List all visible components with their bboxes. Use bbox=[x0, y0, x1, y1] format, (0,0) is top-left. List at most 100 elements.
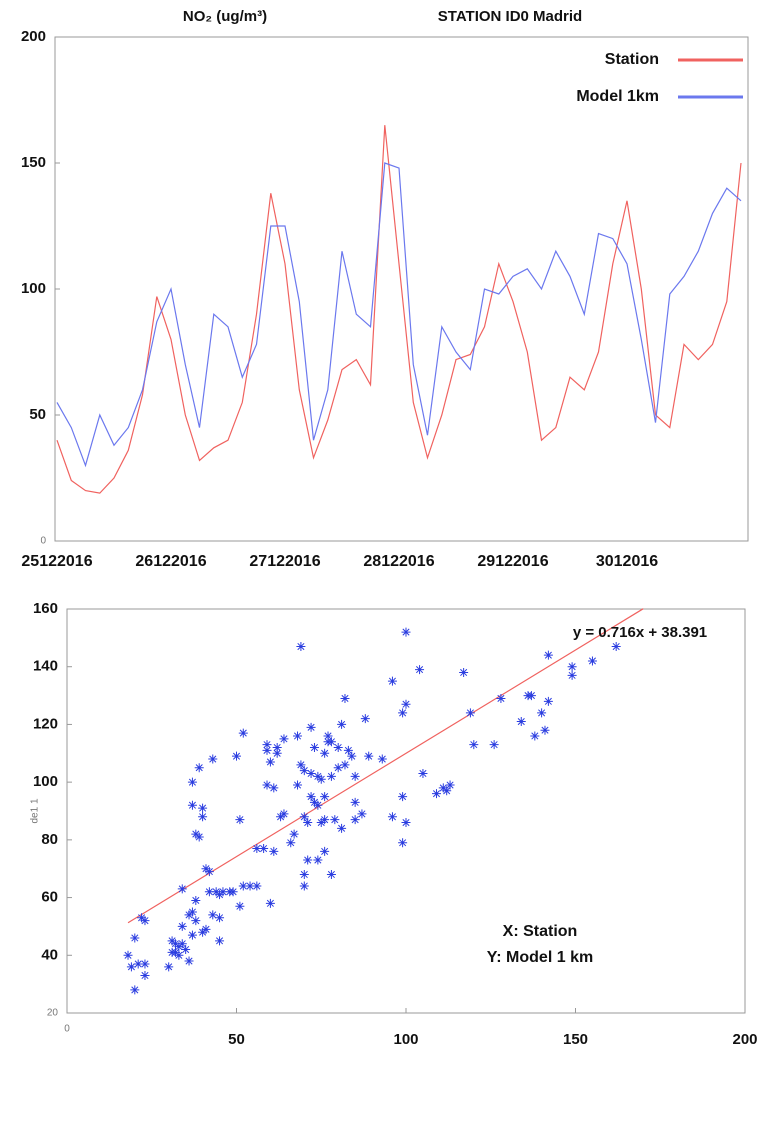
data-point bbox=[130, 933, 140, 943]
data-point bbox=[313, 800, 323, 810]
data-point bbox=[313, 855, 323, 865]
data-point bbox=[401, 699, 411, 709]
data-point bbox=[293, 731, 303, 741]
data-point bbox=[537, 708, 547, 718]
data-point bbox=[259, 844, 269, 854]
data-point bbox=[272, 748, 282, 758]
data-point bbox=[279, 809, 289, 819]
data-point bbox=[296, 760, 306, 770]
data-point bbox=[289, 829, 299, 839]
data-point bbox=[364, 751, 374, 761]
data-point bbox=[238, 881, 248, 891]
y-tick-label: 20 bbox=[47, 1008, 59, 1019]
data-point bbox=[252, 844, 262, 854]
data-point bbox=[238, 728, 248, 738]
data-point bbox=[299, 812, 309, 822]
data-point bbox=[286, 838, 296, 848]
data-point bbox=[177, 884, 187, 894]
data-point bbox=[333, 763, 343, 773]
data-point bbox=[306, 768, 316, 778]
data-point bbox=[174, 950, 184, 960]
data-point bbox=[350, 771, 360, 781]
data-point bbox=[530, 731, 540, 741]
data-point bbox=[269, 846, 279, 856]
data-point bbox=[140, 916, 150, 926]
data-point bbox=[201, 924, 211, 934]
data-point bbox=[330, 815, 340, 825]
data-point bbox=[316, 774, 326, 784]
data-point bbox=[269, 783, 279, 793]
y-tick-label: 150 bbox=[21, 154, 46, 171]
data-point bbox=[320, 815, 330, 825]
data-point bbox=[262, 740, 272, 750]
data-point bbox=[320, 846, 330, 856]
data-point bbox=[265, 898, 275, 908]
data-point bbox=[398, 792, 408, 802]
data-point bbox=[299, 881, 309, 891]
data-point bbox=[326, 737, 336, 747]
y-tick-label: 120 bbox=[33, 715, 58, 732]
trend-line bbox=[127, 608, 644, 924]
data-point bbox=[130, 985, 140, 995]
data-point bbox=[496, 693, 506, 703]
data-point bbox=[459, 667, 469, 677]
data-point bbox=[340, 693, 350, 703]
data-point bbox=[191, 916, 201, 926]
data-point bbox=[303, 855, 313, 865]
data-point bbox=[526, 691, 536, 701]
data-point bbox=[306, 792, 316, 802]
x-tick-label: 3012016 bbox=[596, 553, 658, 570]
y-tick-label: 60 bbox=[41, 889, 58, 906]
data-point bbox=[191, 895, 201, 905]
data-point bbox=[194, 832, 204, 842]
data-point bbox=[272, 743, 282, 753]
data-point bbox=[293, 780, 303, 790]
data-point bbox=[543, 650, 553, 660]
data-point bbox=[252, 881, 262, 891]
data-point bbox=[320, 748, 330, 758]
chart-title: NO₂ (ug/m³) bbox=[183, 8, 267, 25]
data-point bbox=[198, 803, 208, 813]
data-point bbox=[567, 670, 577, 680]
data-point bbox=[177, 939, 187, 949]
data-point bbox=[337, 719, 347, 729]
data-point bbox=[262, 780, 272, 790]
y-tick-label: 100 bbox=[33, 773, 58, 790]
x-tick-label: 150 bbox=[563, 1031, 588, 1048]
data-point bbox=[377, 754, 387, 764]
data-point bbox=[337, 823, 347, 833]
data-point bbox=[326, 869, 336, 879]
y-tick-label: 50 bbox=[29, 406, 46, 423]
data-point bbox=[516, 717, 526, 727]
data-point bbox=[387, 676, 397, 686]
data-point bbox=[465, 708, 475, 718]
data-point bbox=[123, 950, 133, 960]
data-point bbox=[232, 751, 241, 761]
data-point bbox=[245, 881, 255, 891]
data-point bbox=[208, 754, 218, 764]
data-point bbox=[323, 731, 333, 741]
data-point bbox=[215, 936, 225, 946]
data-point bbox=[140, 970, 150, 980]
data-point bbox=[235, 901, 245, 911]
data-line bbox=[56, 125, 742, 494]
data-point bbox=[567, 662, 577, 672]
data-point bbox=[181, 945, 191, 955]
x-tick-label: 26122016 bbox=[135, 553, 206, 570]
data-point bbox=[204, 867, 214, 877]
annotation: Y: Model 1 km bbox=[487, 949, 593, 966]
data-point bbox=[357, 809, 367, 819]
data-point bbox=[309, 743, 319, 753]
y-tick-label: 200 bbox=[21, 28, 46, 45]
trend-equation: y = 0.716x + 38.391 bbox=[573, 624, 707, 641]
legend-label: Model 1km bbox=[576, 88, 659, 105]
y-tick-label: 160 bbox=[33, 600, 58, 617]
x-tick-label: 28122016 bbox=[363, 553, 434, 570]
data-point bbox=[489, 740, 499, 750]
data-point bbox=[415, 665, 425, 675]
data-point bbox=[187, 800, 197, 810]
data-point bbox=[187, 930, 197, 940]
data-point bbox=[204, 887, 214, 897]
data-point bbox=[347, 751, 357, 761]
